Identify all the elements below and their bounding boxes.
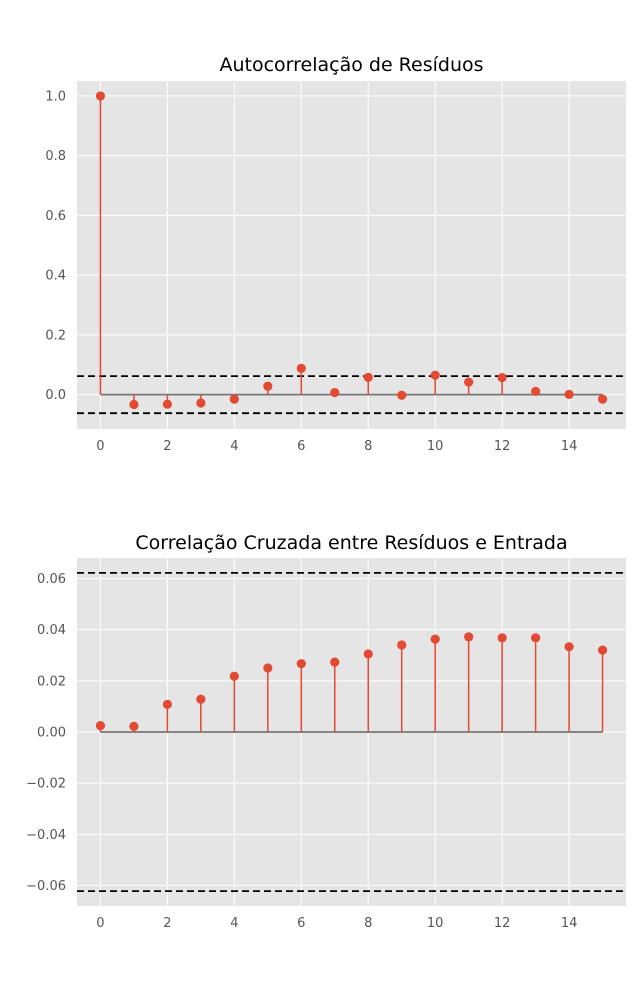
ccf-marker xyxy=(229,671,239,681)
acf-y-tick-label: 0.0 xyxy=(45,388,66,403)
acf-x-tick-label: 0 xyxy=(96,439,104,454)
acf-marker xyxy=(497,373,507,383)
acf-marker xyxy=(531,386,541,396)
acf-y-tick-label: 0.2 xyxy=(45,328,66,343)
ccf-marker xyxy=(397,640,407,650)
acf-marker xyxy=(397,390,407,400)
acf-marker xyxy=(263,381,273,391)
acf-marker xyxy=(430,370,440,380)
acf-marker xyxy=(196,398,206,408)
acf-marker xyxy=(129,399,139,410)
ccf-panel: 0 2 4 6 8 10 12 14 0.06 0.04 0.02 0.00 −0.02 −0.04 −0… xyxy=(26,532,626,931)
ccf-x-tick-label: 6 xyxy=(297,916,305,931)
ccf-marker xyxy=(196,694,206,704)
ccf-y-tick-label: −0.04 xyxy=(26,828,66,843)
ccf-x-tick-label: 10 xyxy=(427,916,444,931)
ccf-marker xyxy=(263,663,273,673)
acf-markers xyxy=(95,91,608,410)
acf-marker xyxy=(229,394,239,404)
acf-marker xyxy=(464,377,474,387)
ccf-y-tick-label: 0.04 xyxy=(37,623,66,638)
acf-y-tick-label: 0.6 xyxy=(45,209,66,224)
ccf-y-tick-label: 0.06 xyxy=(37,572,66,587)
ccf-stems xyxy=(99,636,604,733)
acf-y-tick-labels: 1.0 0.8 0.6 0.4 0.2 0.0 xyxy=(45,89,66,403)
ccf-marker xyxy=(430,634,440,644)
acf-x-tick-label: 14 xyxy=(561,439,578,454)
acf-y-tick-label: 1.0 xyxy=(45,89,66,104)
ccf-x-tick-label: 14 xyxy=(561,916,578,931)
acf-x-tick-label: 10 xyxy=(427,439,444,454)
ccf-marker xyxy=(597,645,608,655)
acf-marker xyxy=(162,399,172,409)
ccf-y-tick-label: −0.02 xyxy=(26,777,66,792)
ccf-marker xyxy=(564,642,574,652)
acf-marker xyxy=(330,387,340,398)
acf-marker xyxy=(564,389,574,399)
ccf-marker xyxy=(162,699,172,709)
ccf-x-tick-label: 0 xyxy=(96,916,104,931)
acf-x-tick-labels: 0 2 4 6 8 10 12 14 xyxy=(96,439,577,454)
ccf-marker xyxy=(330,657,340,667)
acf-x-tick-label: 2 xyxy=(163,439,171,454)
ccf-y-tick-label: 0.00 xyxy=(37,726,66,741)
ccf-marker xyxy=(129,721,139,731)
acf-marker xyxy=(296,363,306,373)
ccf-marker xyxy=(464,632,474,642)
ccf-x-tick-label: 2 xyxy=(163,916,171,931)
ccf-x-tick-label: 8 xyxy=(364,916,372,931)
acf-bounds xyxy=(77,375,626,415)
ccf-marker xyxy=(497,633,507,643)
acf-panel: 0 2 4 6 8 10 12 14 1.0 0.8 0.6 0.4 0.2 0.0 Autocorre… xyxy=(45,54,626,454)
acf-x-tick-label: 6 xyxy=(297,439,305,454)
ccf-x-tick-label: 12 xyxy=(494,916,511,931)
ccf-bounds xyxy=(77,571,626,893)
acf-x-tick-label: 8 xyxy=(364,439,372,454)
acf-marker xyxy=(597,394,608,404)
acf-marker xyxy=(363,372,373,382)
ccf-markers xyxy=(95,632,608,731)
ccf-chart-title: Correlação Cruzada entre Resíduos e Entr… xyxy=(135,532,567,554)
ccf-marker xyxy=(363,649,373,659)
ccf-marker xyxy=(95,721,106,731)
acf-x-tick-label: 4 xyxy=(230,439,238,454)
ccf-y-tick-label: 0.02 xyxy=(37,674,66,689)
acf-plot-area xyxy=(77,81,626,429)
acf-y-tick-label: 0.4 xyxy=(45,269,66,284)
acf-chart-title: Autocorrelação de Resíduos xyxy=(219,54,483,76)
acf-y-tick-label: 0.8 xyxy=(45,149,66,164)
ccf-x-tick-label: 4 xyxy=(230,916,238,931)
ccf-marker xyxy=(531,633,541,643)
ccf-marker xyxy=(296,659,306,669)
acf-marker xyxy=(95,91,106,101)
ccf-y-tick-labels: 0.06 0.04 0.02 0.00 −0.02 −0.04 −0.06 xyxy=(26,572,66,894)
acf-x-tick-label: 12 xyxy=(494,439,511,454)
ccf-x-tick-labels: 0 2 4 6 8 10 12 14 xyxy=(96,916,577,931)
ccf-y-tick-label: −0.06 xyxy=(26,879,66,894)
